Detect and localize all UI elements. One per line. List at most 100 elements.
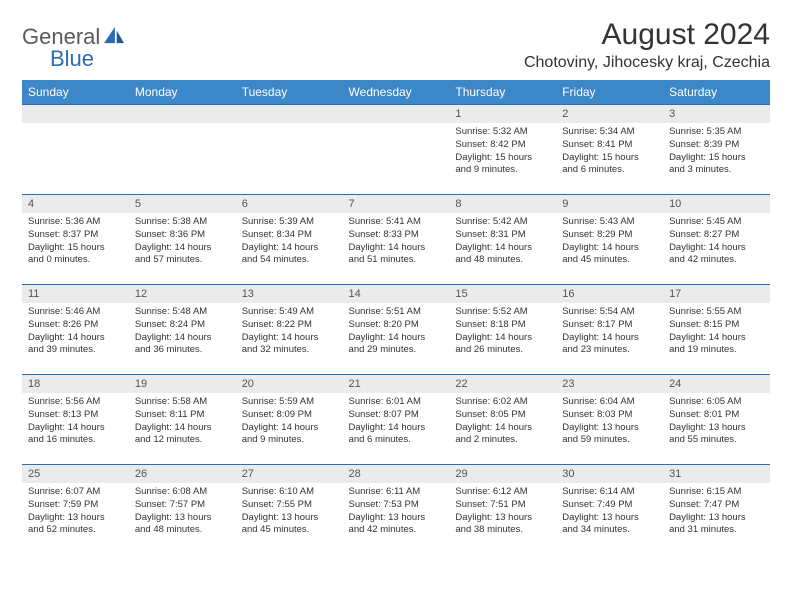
- day-number: 22: [449, 375, 556, 393]
- calendar-day-cell: 20Sunrise: 5:59 AMSunset: 8:09 PMDayligh…: [236, 375, 343, 465]
- sunrise-line: Sunrise: 5:51 AM: [349, 306, 444, 319]
- logo-sail-icon: [102, 25, 126, 50]
- sunrise-line: Sunrise: 6:05 AM: [669, 396, 764, 409]
- sunset-line: Sunset: 8:37 PM: [28, 229, 123, 242]
- daylight-line-1: Daylight: 13 hours: [455, 512, 550, 525]
- daylight-line-2: and 9 minutes.: [455, 164, 550, 177]
- sunset-line: Sunset: 8:07 PM: [349, 409, 444, 422]
- day-details: Sunrise: 6:04 AMSunset: 8:03 PMDaylight:…: [556, 393, 663, 453]
- day-number: 2: [556, 105, 663, 123]
- sunrise-line: Sunrise: 5:49 AM: [242, 306, 337, 319]
- day-details: Sunrise: 6:15 AMSunset: 7:47 PMDaylight:…: [663, 483, 770, 543]
- daylight-line-1: Daylight: 13 hours: [28, 512, 123, 525]
- sunrise-line: Sunrise: 5:59 AM: [242, 396, 337, 409]
- weekday-header-row: SundayMondayTuesdayWednesdayThursdayFrid…: [22, 80, 770, 105]
- sunrise-line: Sunrise: 5:56 AM: [28, 396, 123, 409]
- day-details: Sunrise: 5:41 AMSunset: 8:33 PMDaylight:…: [343, 213, 450, 273]
- daylight-line-1: Daylight: 14 hours: [135, 332, 230, 345]
- weekday-header: Friday: [556, 80, 663, 105]
- calendar-empty-cell: [22, 105, 129, 195]
- sunset-line: Sunset: 8:01 PM: [669, 409, 764, 422]
- daylight-line-2: and 9 minutes.: [242, 434, 337, 447]
- day-details: Sunrise: 6:11 AMSunset: 7:53 PMDaylight:…: [343, 483, 450, 543]
- daylight-line-2: and 45 minutes.: [242, 524, 337, 537]
- calendar-day-cell: 5Sunrise: 5:38 AMSunset: 8:36 PMDaylight…: [129, 195, 236, 285]
- day-number: 8: [449, 195, 556, 213]
- day-details: Sunrise: 5:35 AMSunset: 8:39 PMDaylight:…: [663, 123, 770, 183]
- day-details: Sunrise: 5:46 AMSunset: 8:26 PMDaylight:…: [22, 303, 129, 363]
- calendar-body: 1Sunrise: 5:32 AMSunset: 8:42 PMDaylight…: [22, 105, 770, 555]
- page-title: August 2024: [524, 18, 770, 52]
- day-details: Sunrise: 6:08 AMSunset: 7:57 PMDaylight:…: [129, 483, 236, 543]
- sunset-line: Sunset: 7:57 PM: [135, 499, 230, 512]
- sunrise-line: Sunrise: 6:12 AM: [455, 486, 550, 499]
- day-number: [129, 105, 236, 123]
- sunrise-line: Sunrise: 5:54 AM: [562, 306, 657, 319]
- day-number: 16: [556, 285, 663, 303]
- calendar-day-cell: 29Sunrise: 6:12 AMSunset: 7:51 PMDayligh…: [449, 465, 556, 555]
- calendar-empty-cell: [129, 105, 236, 195]
- daylight-line-2: and 2 minutes.: [455, 434, 550, 447]
- day-details: Sunrise: 6:05 AMSunset: 8:01 PMDaylight:…: [663, 393, 770, 453]
- sunrise-line: Sunrise: 5:45 AM: [669, 216, 764, 229]
- day-details: Sunrise: 6:14 AMSunset: 7:49 PMDaylight:…: [556, 483, 663, 543]
- calendar-day-cell: 1Sunrise: 5:32 AMSunset: 8:42 PMDaylight…: [449, 105, 556, 195]
- calendar-day-cell: 30Sunrise: 6:14 AMSunset: 7:49 PMDayligh…: [556, 465, 663, 555]
- daylight-line-2: and 6 minutes.: [349, 434, 444, 447]
- sunset-line: Sunset: 8:33 PM: [349, 229, 444, 242]
- daylight-line-2: and 26 minutes.: [455, 344, 550, 357]
- calendar-day-cell: 12Sunrise: 5:48 AMSunset: 8:24 PMDayligh…: [129, 285, 236, 375]
- weekday-header: Saturday: [663, 80, 770, 105]
- daylight-line-2: and 12 minutes.: [135, 434, 230, 447]
- day-number: 18: [22, 375, 129, 393]
- sunset-line: Sunset: 8:15 PM: [669, 319, 764, 332]
- sunrise-line: Sunrise: 5:34 AM: [562, 126, 657, 139]
- calendar-day-cell: 21Sunrise: 6:01 AMSunset: 8:07 PMDayligh…: [343, 375, 450, 465]
- day-details: Sunrise: 5:55 AMSunset: 8:15 PMDaylight:…: [663, 303, 770, 363]
- daylight-line-2: and 59 minutes.: [562, 434, 657, 447]
- sunrise-line: Sunrise: 6:08 AM: [135, 486, 230, 499]
- sunset-line: Sunset: 8:11 PM: [135, 409, 230, 422]
- calendar-day-cell: 27Sunrise: 6:10 AMSunset: 7:55 PMDayligh…: [236, 465, 343, 555]
- sunrise-line: Sunrise: 5:42 AM: [455, 216, 550, 229]
- sunset-line: Sunset: 7:49 PM: [562, 499, 657, 512]
- day-details: Sunrise: 5:52 AMSunset: 8:18 PMDaylight:…: [449, 303, 556, 363]
- day-number: 11: [22, 285, 129, 303]
- sunrise-line: Sunrise: 5:48 AM: [135, 306, 230, 319]
- day-number: 5: [129, 195, 236, 213]
- day-number: 9: [556, 195, 663, 213]
- calendar-week-row: 1Sunrise: 5:32 AMSunset: 8:42 PMDaylight…: [22, 105, 770, 195]
- daylight-line-2: and 39 minutes.: [28, 344, 123, 357]
- daylight-line-2: and 32 minutes.: [242, 344, 337, 357]
- sunset-line: Sunset: 7:55 PM: [242, 499, 337, 512]
- calendar-day-cell: 26Sunrise: 6:08 AMSunset: 7:57 PMDayligh…: [129, 465, 236, 555]
- sunrise-line: Sunrise: 5:38 AM: [135, 216, 230, 229]
- daylight-line-1: Daylight: 14 hours: [242, 242, 337, 255]
- daylight-line-1: Daylight: 15 hours: [669, 152, 764, 165]
- day-number: 14: [343, 285, 450, 303]
- sunset-line: Sunset: 8:09 PM: [242, 409, 337, 422]
- calendar-day-cell: 3Sunrise: 5:35 AMSunset: 8:39 PMDaylight…: [663, 105, 770, 195]
- daylight-line-2: and 36 minutes.: [135, 344, 230, 357]
- day-number: [22, 105, 129, 123]
- calendar-table: SundayMondayTuesdayWednesdayThursdayFrid…: [22, 80, 770, 555]
- day-number: 10: [663, 195, 770, 213]
- day-details: Sunrise: 5:32 AMSunset: 8:42 PMDaylight:…: [449, 123, 556, 183]
- day-number: 17: [663, 285, 770, 303]
- daylight-line-1: Daylight: 13 hours: [669, 422, 764, 435]
- daylight-line-1: Daylight: 15 hours: [28, 242, 123, 255]
- day-details: Sunrise: 5:43 AMSunset: 8:29 PMDaylight:…: [556, 213, 663, 273]
- sunrise-line: Sunrise: 5:52 AM: [455, 306, 550, 319]
- daylight-line-2: and 19 minutes.: [669, 344, 764, 357]
- sunset-line: Sunset: 7:53 PM: [349, 499, 444, 512]
- sunrise-line: Sunrise: 5:39 AM: [242, 216, 337, 229]
- daylight-line-1: Daylight: 14 hours: [135, 422, 230, 435]
- daylight-line-2: and 38 minutes.: [455, 524, 550, 537]
- day-number: 3: [663, 105, 770, 123]
- calendar-empty-cell: [236, 105, 343, 195]
- day-details: Sunrise: 5:42 AMSunset: 8:31 PMDaylight:…: [449, 213, 556, 273]
- daylight-line-2: and 54 minutes.: [242, 254, 337, 267]
- day-details: Sunrise: 5:58 AMSunset: 8:11 PMDaylight:…: [129, 393, 236, 453]
- calendar-day-cell: 6Sunrise: 5:39 AMSunset: 8:34 PMDaylight…: [236, 195, 343, 285]
- daylight-line-1: Daylight: 14 hours: [455, 242, 550, 255]
